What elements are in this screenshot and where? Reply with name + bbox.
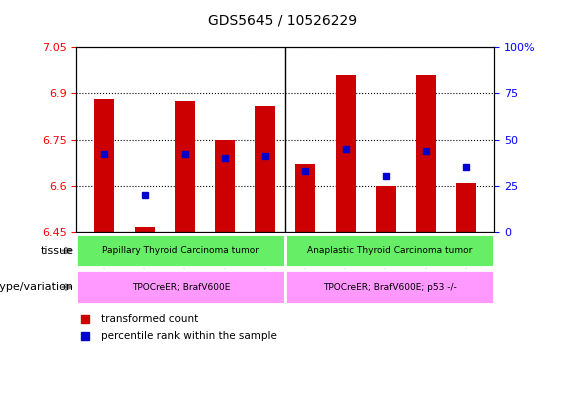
Text: GDS5645 / 10526229: GDS5645 / 10526229 [208, 14, 357, 28]
Bar [336, 75, 356, 232]
Bar [94, 99, 115, 232]
Bar [376, 186, 396, 232]
Bar [456, 183, 476, 232]
Bar [255, 106, 275, 232]
Text: TPOCreER; BrafV600E; p53 -/-: TPOCreER; BrafV600E; p53 -/- [323, 283, 457, 292]
Text: Anaplastic Thyroid Carcinoma tumor: Anaplastic Thyroid Carcinoma tumor [307, 246, 472, 255]
Text: genotype/variation: genotype/variation [0, 282, 73, 292]
Bar [285, 234, 494, 267]
Text: transformed count: transformed count [101, 314, 199, 324]
Text: TPOCreER; BrafV600E: TPOCreER; BrafV600E [132, 283, 230, 292]
Bar [416, 75, 436, 232]
Text: Papillary Thyroid Carcinoma tumor: Papillary Thyroid Carcinoma tumor [102, 246, 259, 255]
Bar [134, 227, 155, 232]
Bar [285, 270, 494, 304]
Bar [295, 164, 315, 232]
Text: percentile rank within the sample: percentile rank within the sample [101, 331, 277, 341]
Bar [215, 140, 235, 232]
Bar [76, 234, 285, 267]
Bar [76, 270, 285, 304]
Text: tissue: tissue [41, 246, 73, 255]
Bar [175, 101, 195, 232]
